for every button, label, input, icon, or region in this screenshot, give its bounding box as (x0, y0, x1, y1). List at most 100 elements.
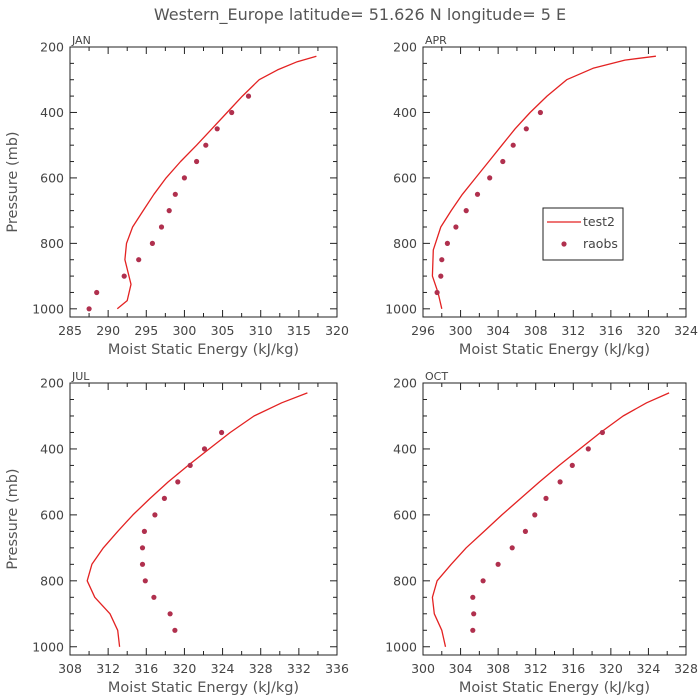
x-axis-title: Moist Static Energy (kJ/kg) (459, 342, 650, 358)
legend-label-raobs: raobs (583, 236, 618, 251)
obs-point (532, 512, 538, 518)
plot-frame (422, 382, 687, 656)
obs-point (187, 462, 193, 468)
series-line-test2 (431, 55, 656, 309)
obs-point (229, 109, 235, 116)
x-axis-title: Moist Static Energy (kJ/kg) (108, 680, 299, 696)
x-tick-label: 315 (287, 323, 311, 338)
y-tick-label: 600 (393, 507, 417, 522)
x-tick-label: 312 (524, 661, 548, 676)
obs-point (537, 109, 544, 116)
y-tick-label: 400 (40, 441, 64, 456)
panel-jan: 285 290 295 300 305 310 315 320 200 400 600 800 1000… (5, 34, 349, 358)
y-axis-title: Pressure (mb) (5, 468, 21, 569)
y-tick-label: 400 (393, 441, 417, 456)
panel-label: OCT (425, 370, 448, 383)
x-tick-label: 316 (134, 661, 158, 676)
x-tick-label: 300 (172, 323, 196, 338)
series-line-test2 (431, 392, 670, 647)
obs-point (203, 142, 209, 148)
panel-label: JUL (71, 370, 90, 383)
x-tick-label: 285 (58, 323, 82, 338)
y-tick-label: 800 (393, 236, 417, 251)
y-tick-label: 600 (40, 170, 64, 185)
obs-point (510, 142, 516, 148)
obs-point (557, 479, 563, 485)
y-tick-label: 200 (393, 40, 417, 55)
obs-point (500, 158, 506, 165)
obs-point (86, 306, 92, 312)
obs-point (94, 289, 100, 296)
x-tick-label: 320 (636, 323, 660, 338)
y-tick-label: 800 (40, 236, 64, 251)
plot-frame (422, 46, 687, 318)
plot-frame (69, 46, 338, 318)
y-tick-label: 200 (40, 40, 64, 55)
obs-point (149, 240, 155, 246)
y-tick-label: 200 (393, 376, 417, 391)
x-tick-label: 320 (172, 661, 196, 676)
x-tick-label: 310 (249, 323, 273, 338)
x-tick-label: 295 (134, 323, 158, 338)
panel-apr: 296 300 304 308 312 316 320 324 200 400 600 800 1000… (385, 34, 698, 358)
obs-point (219, 429, 225, 436)
x-tick-label: 324 (674, 323, 698, 338)
y-tick-label: 1000 (32, 639, 64, 654)
x-axis-title: Moist Static Energy (kJ/kg) (459, 680, 650, 696)
obs-point (139, 545, 146, 551)
x-tick-label: 308 (58, 661, 82, 676)
x-tick-label: 312 (96, 661, 120, 676)
obs-point (599, 429, 606, 436)
obs-point (495, 561, 501, 567)
x-tick-label: 320 (325, 323, 349, 338)
x-tick-label: 304 (449, 661, 473, 676)
x-axis-title: Moist Static Energy (kJ/kg) (108, 342, 299, 358)
x-tick-label: 308 (524, 323, 548, 338)
obs-point (181, 175, 187, 181)
panel-oct: 300 304 308 312 316 320 324 328 200 400 600 800 1000… (385, 370, 698, 696)
x-tick-label: 324 (636, 661, 660, 676)
x-tick-label: 304 (486, 323, 510, 338)
obs-point (522, 528, 529, 535)
panel-label: JAN (71, 34, 91, 47)
x-tick-label: 316 (561, 661, 585, 676)
obs-point (167, 611, 173, 617)
x-tick-label: 316 (599, 323, 623, 338)
x-tick-label: 328 (249, 661, 273, 676)
obs-point (480, 578, 486, 584)
y-tick-label: 400 (40, 105, 64, 120)
y-tick-label: 400 (393, 105, 417, 120)
y-tick-label: 1000 (385, 301, 417, 316)
legend-box (542, 207, 624, 261)
obs-point (151, 594, 157, 600)
x-tick-label: 300 (411, 661, 435, 676)
x-tick-label: 300 (449, 323, 473, 338)
obs-point (470, 594, 476, 600)
obs-point (543, 495, 549, 501)
obs-point (142, 578, 148, 584)
obs-point (136, 257, 142, 263)
obs-point (194, 158, 200, 165)
obs-point (438, 273, 444, 279)
panel-label: APR (425, 34, 447, 47)
x-tick-label: 296 (411, 323, 435, 338)
legend: test2 raobs (542, 207, 624, 261)
obs-point (172, 191, 178, 197)
y-tick-label: 800 (40, 573, 64, 588)
x-tick-label: 312 (561, 323, 585, 338)
obs-point (569, 462, 575, 468)
figure-title: Western_Europe latitude= 51.626 N longit… (154, 5, 566, 25)
obs-point (523, 126, 529, 132)
obs-point (471, 611, 477, 617)
series-line-test2 (86, 392, 308, 647)
obs-point (509, 545, 515, 551)
y-tick-label: 800 (393, 573, 417, 588)
obs-point (463, 208, 469, 214)
y-tick-label: 1000 (385, 639, 417, 654)
x-tick-label: 320 (599, 661, 623, 676)
obs-point (139, 561, 146, 567)
y-tick-label: 600 (40, 507, 64, 522)
legend-label-test2: test2 (583, 214, 615, 229)
y-tick-label: 600 (393, 170, 417, 185)
